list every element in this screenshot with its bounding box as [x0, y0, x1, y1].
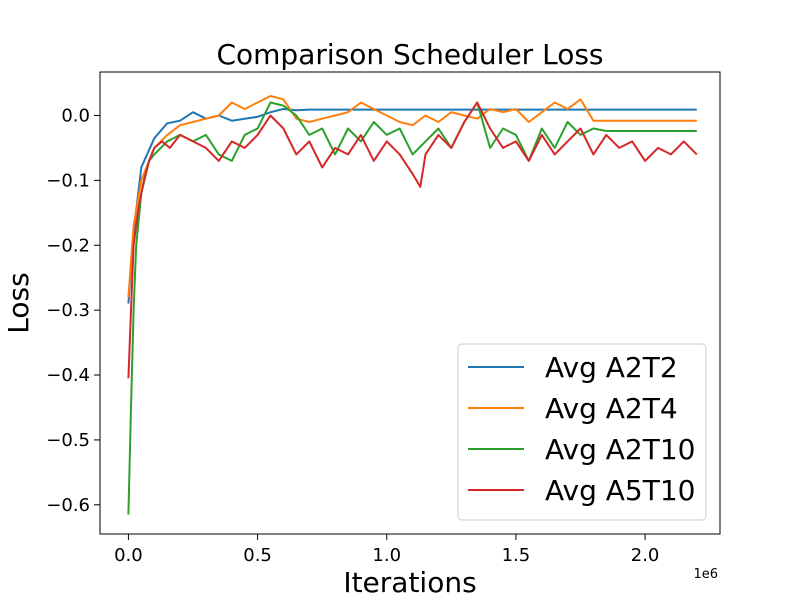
y-tick-label: −0.1 — [46, 170, 90, 191]
y-axis-ticks: 0.0 −0.1 −0.2 −0.3 −0.4 −0.5 −0.6 — [46, 105, 100, 516]
x-tick-label: 1.5 — [502, 545, 531, 566]
y-tick-label: −0.6 — [46, 495, 90, 516]
legend-label: Avg A2T10 — [545, 433, 695, 466]
x-tick-label: 2.0 — [631, 545, 660, 566]
plot-frame — [99, 71, 721, 535]
x-tick-label: 0.5 — [243, 545, 272, 566]
series-lines — [127, 95, 698, 515]
y-tick-label: −0.5 — [46, 430, 90, 451]
y-tick-label: 0.0 — [61, 105, 90, 126]
legend-label: Avg A2T4 — [545, 392, 678, 425]
legend-box — [457, 343, 707, 521]
y-tick-label: −0.2 — [46, 235, 90, 256]
x-axis-label: Iterations — [343, 566, 476, 599]
x-axis-ticks: 0.0 0.5 1.0 1.5 2.0 — [114, 534, 659, 566]
series-line-1 — [127, 95, 697, 298]
y-axis-label: Loss — [2, 272, 35, 333]
series-line-2 — [127, 101, 697, 515]
chart-title: Comparison Scheduler Loss — [216, 38, 603, 71]
series-line-0 — [127, 108, 697, 304]
y-tick-label: −0.4 — [46, 365, 90, 386]
x-axis-offset-label: 1e6 — [693, 567, 718, 582]
legend-label: Avg A5T10 — [545, 474, 695, 507]
x-tick-label: 1.0 — [372, 545, 401, 566]
x-tick-label: 0.0 — [114, 545, 143, 566]
y-tick-label: −0.3 — [46, 300, 90, 321]
series-line-3 — [127, 101, 698, 379]
legend-label: Avg A2T2 — [545, 351, 678, 384]
legend: Avg A2T2 Avg A2T4 Avg A2T10 Avg A5T10 — [457, 343, 707, 521]
